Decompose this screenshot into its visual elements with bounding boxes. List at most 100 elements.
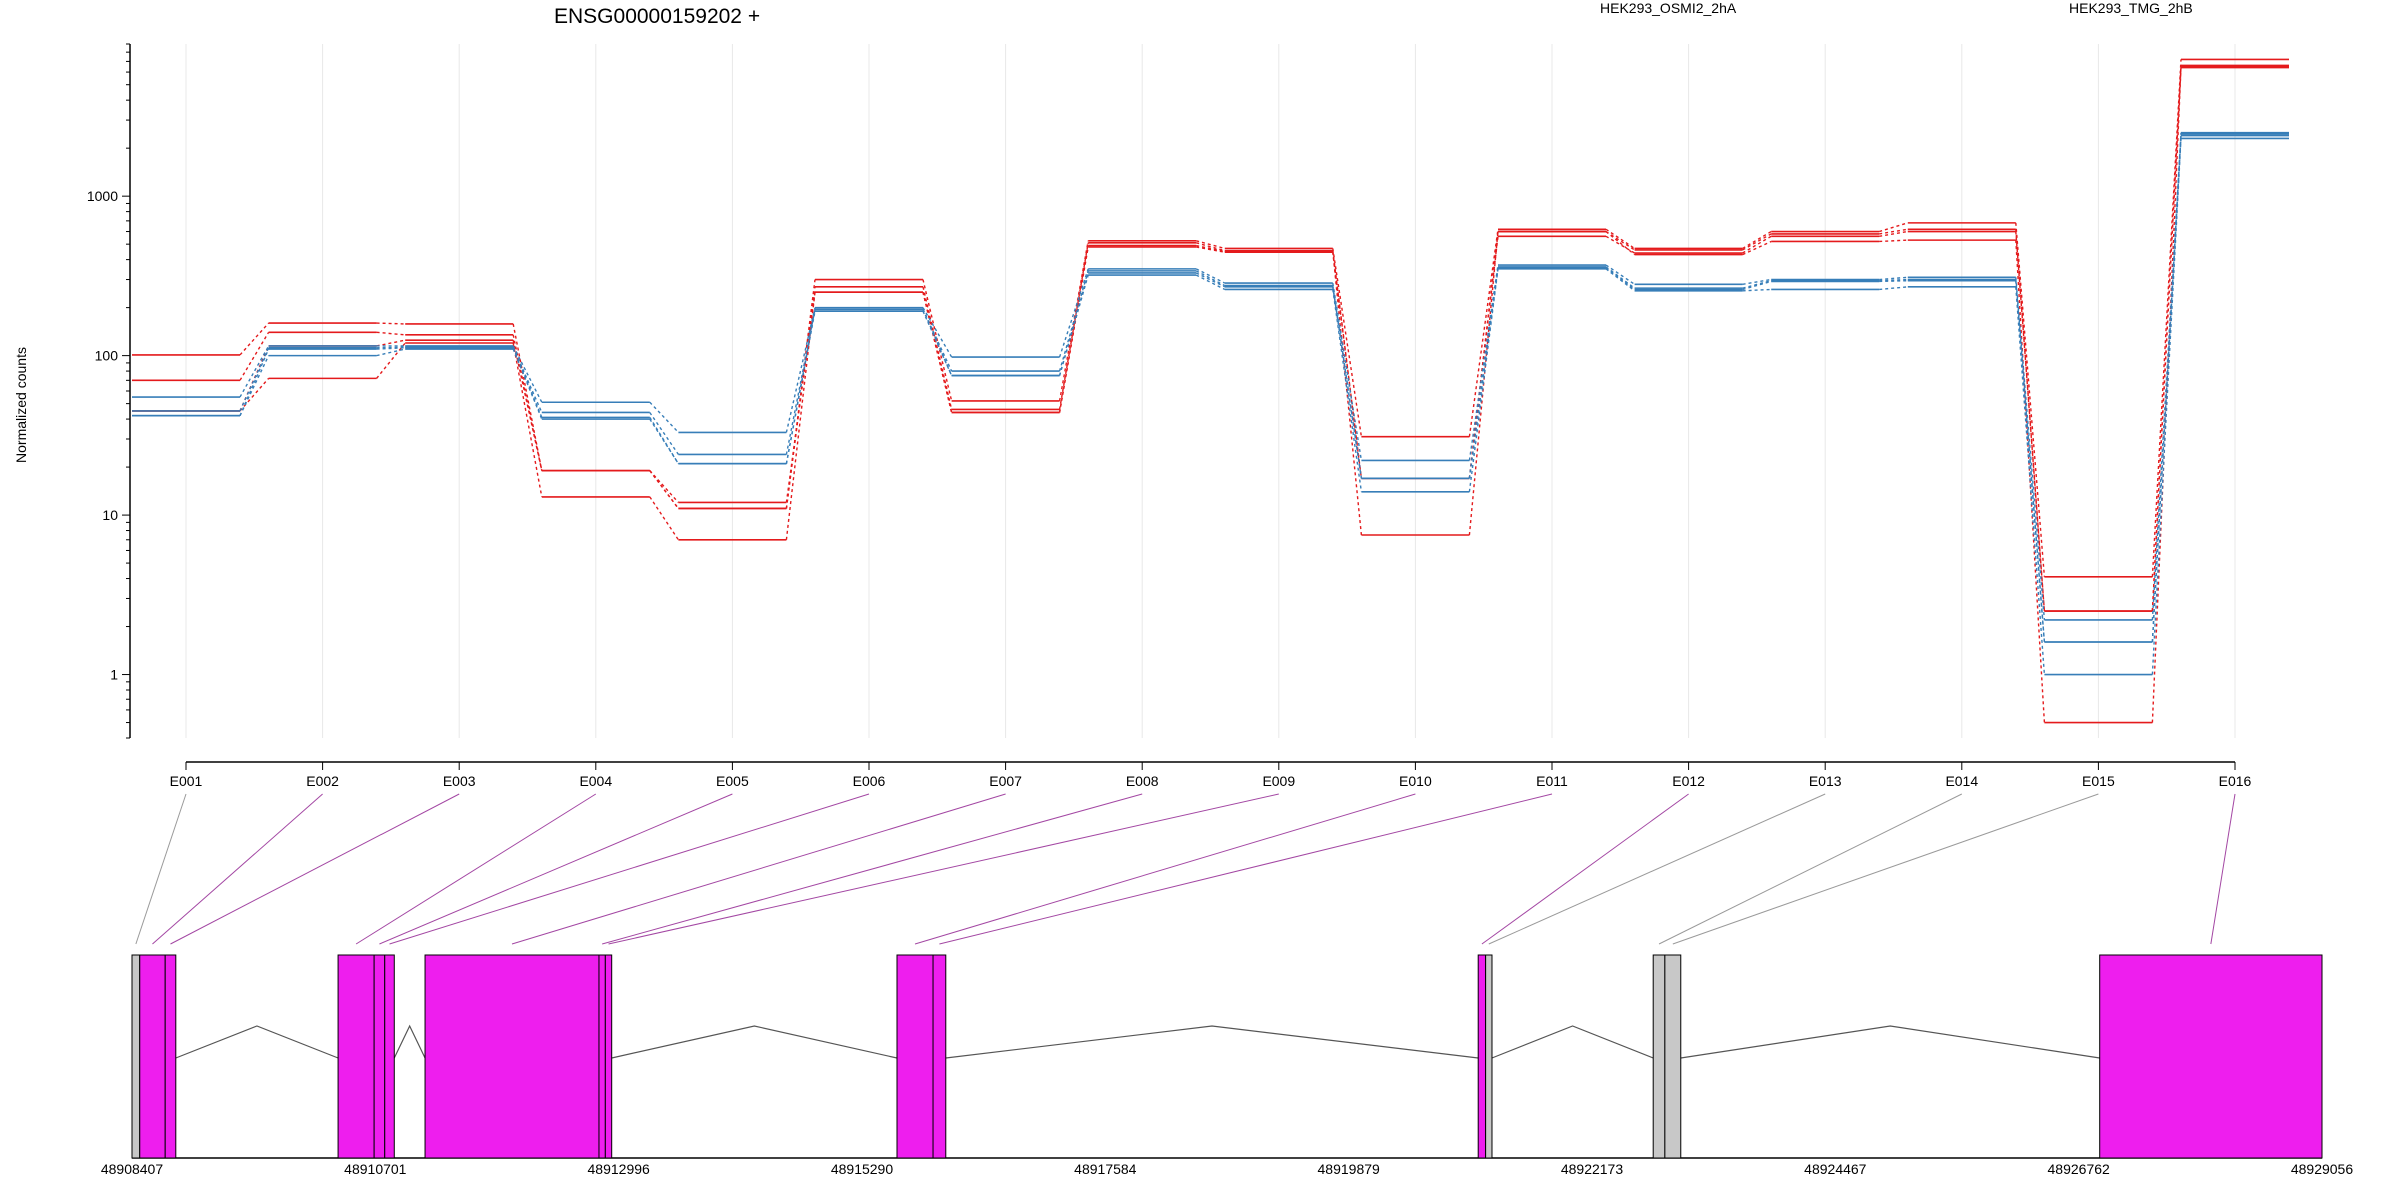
exon-box-E003 — [164, 954, 177, 1159]
exon-box-E015 — [1664, 954, 1682, 1159]
series-connector — [1195, 270, 1226, 287]
series-connector — [2015, 280, 2046, 643]
series-connector — [785, 311, 816, 464]
series-connector — [1332, 282, 1363, 461]
series-connector — [1468, 267, 1499, 479]
legend-item-osmi2: HEK293_OSMI2_2hA — [1600, 0, 1737, 16]
series-connector — [512, 345, 543, 403]
series-connector — [1742, 235, 1772, 254]
exon-box-E014 — [1652, 954, 1666, 1159]
series-connector — [1742, 280, 1772, 289]
intron-line — [611, 1025, 898, 1059]
series-connector — [1879, 228, 1908, 235]
axes: 1 10 100 1000 E001 E002 E003 E004 E005 E006 E007 E0… — [87, 43, 2252, 789]
intron-line — [945, 1025, 1479, 1059]
series-connector — [649, 418, 679, 465]
series-4 — [132, 66, 2289, 724]
series-connector — [1058, 242, 1089, 410]
gene-axis-label: 48922173 — [1561, 1161, 1624, 1177]
series-connector — [1605, 266, 1636, 289]
series-connector — [1058, 245, 1089, 413]
series-connector — [1196, 242, 1225, 252]
series-connector — [1605, 230, 1636, 256]
exon-connector — [135, 793, 187, 945]
x-tick-label: E011 — [1536, 773, 1568, 789]
gene-axis-label: 48919879 — [1318, 1161, 1381, 1177]
gene-model: 48908407 48910701 48912996 48915290 48917584… — [101, 954, 2353, 1177]
gene-axis-label: 48924467 — [1804, 1161, 1867, 1177]
series-5 — [132, 131, 2289, 621]
series-connector — [512, 340, 543, 471]
exon-connector — [355, 793, 597, 945]
series-connector — [512, 348, 543, 420]
series-connector — [376, 342, 406, 379]
x-tick-label: E015 — [2082, 773, 2115, 789]
series-connector — [1196, 246, 1225, 253]
series-connector — [1332, 248, 1363, 437]
series-connector — [2015, 229, 2046, 612]
intron-line — [175, 1025, 339, 1059]
exon-connector — [914, 793, 1416, 945]
intron-line — [1680, 1025, 2100, 1059]
series-connector — [376, 346, 406, 349]
exon-connector — [511, 793, 1006, 945]
series-connector — [512, 323, 543, 471]
gene-axis-label: 48912996 — [588, 1161, 651, 1177]
exon-box-E011 — [932, 954, 947, 1159]
exon-box-E009 — [604, 954, 613, 1159]
exon-connector — [939, 793, 1553, 945]
series-connector — [1879, 278, 1908, 282]
gene-axis-label: 48908407 — [101, 1161, 164, 1177]
x-tick-label: E014 — [1945, 773, 1978, 789]
exon-box-E016 — [2099, 954, 2323, 1159]
y-tick-label: 10 — [102, 507, 118, 523]
series-connector — [922, 309, 953, 376]
series-connector — [2151, 66, 2182, 612]
exon-box-E007 — [424, 954, 600, 1159]
x-tick-label: E007 — [989, 773, 1022, 789]
series-connector — [785, 292, 816, 503]
series-connector — [1742, 278, 1772, 286]
series-connector — [922, 286, 953, 410]
series-2 — [132, 64, 2289, 612]
series-connector — [2015, 286, 2046, 675]
series-connector — [649, 496, 679, 541]
exon-connector — [1672, 793, 2099, 945]
exon-connector — [1481, 793, 1689, 945]
series-connector — [922, 292, 953, 413]
series-connector — [1879, 230, 1908, 238]
series-connector — [1195, 272, 1226, 288]
series-connector — [376, 331, 406, 336]
series-connector — [1195, 268, 1226, 284]
gene-axis-label: 48926762 — [2048, 1161, 2111, 1177]
gene-axis-label: 48917584 — [1074, 1161, 1137, 1177]
series-connector — [2015, 222, 2046, 577]
series-connector — [649, 412, 679, 455]
x-tick-label: E006 — [853, 773, 886, 789]
intron-line — [1491, 1025, 1654, 1059]
legend-item-tmg: HEK293_TMG_2hB — [2069, 0, 2193, 16]
y-tick-label: 1000 — [87, 188, 118, 204]
series-connector — [2151, 135, 2182, 643]
series-connector — [1332, 289, 1363, 492]
series-connector — [1878, 222, 1909, 233]
grid-lines — [185, 44, 2236, 738]
series-1 — [132, 58, 2289, 578]
series-connector — [1605, 267, 1636, 291]
series-connector — [785, 286, 816, 509]
exon-connector — [379, 793, 733, 945]
x-tick-label: E008 — [1126, 773, 1159, 789]
series-connector — [1468, 264, 1499, 461]
x-tick-label: E016 — [2219, 773, 2252, 789]
exon-connector — [2210, 793, 2236, 945]
x-tick-label: E013 — [1809, 773, 1842, 789]
series-connector — [922, 307, 953, 358]
exon-box-E010 — [896, 954, 934, 1159]
exon-connector — [608, 793, 1279, 945]
series-connector — [1879, 239, 1908, 243]
exon-connector — [1658, 793, 1963, 945]
series-connector — [785, 309, 816, 455]
chart-title: ENSG00000159202 + — [554, 5, 760, 28]
x-tick-label: E003 — [443, 773, 476, 789]
